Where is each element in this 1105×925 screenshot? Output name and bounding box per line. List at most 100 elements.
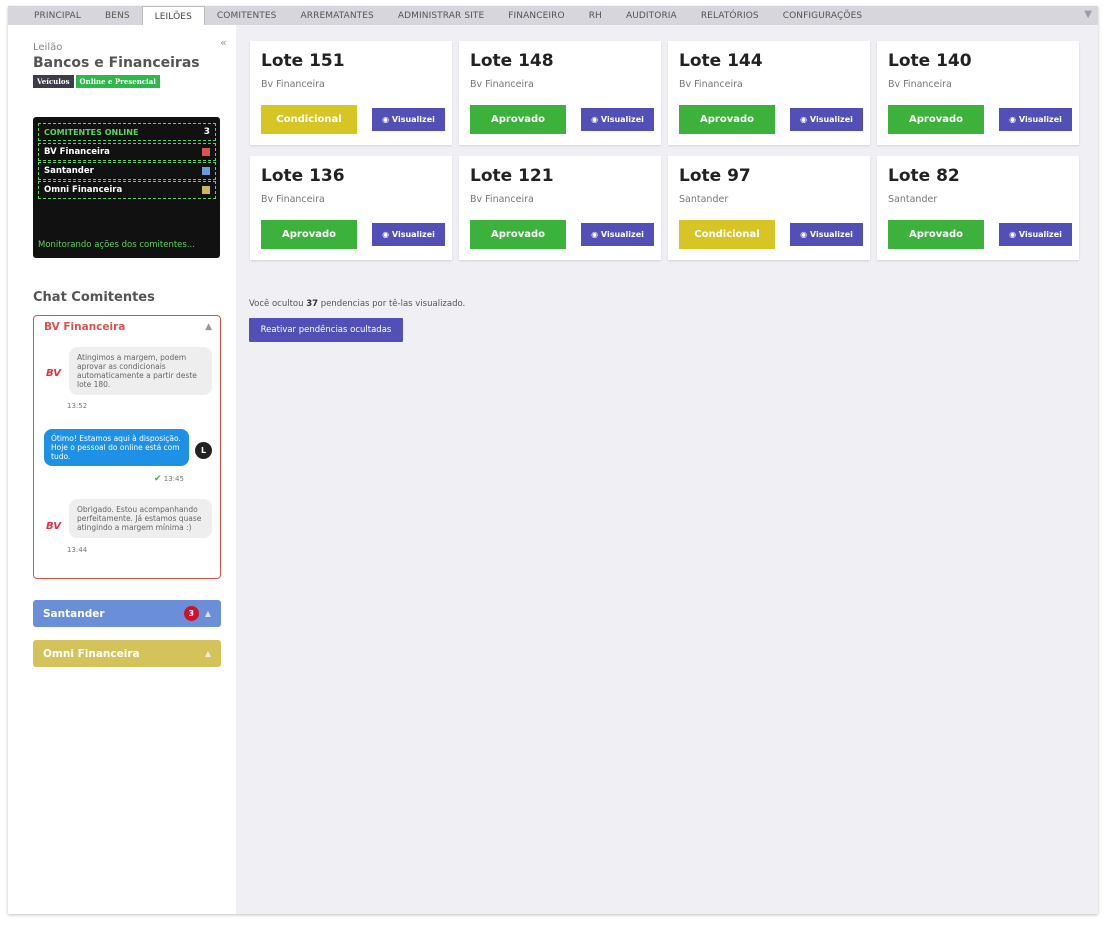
tab-administrar-site[interactable]: ADMINISTRAR SITE xyxy=(397,11,485,21)
chevron-up-icon[interactable]: ▲ xyxy=(204,649,211,658)
online-count: 3 xyxy=(203,127,210,137)
status-button[interactable]: Aprovado xyxy=(261,220,357,249)
online-row-name: Omni Financeira xyxy=(44,185,123,195)
lot-title: Lote 82 xyxy=(888,166,960,186)
visualizei-button[interactable]: ◉ Visualizei xyxy=(999,223,1072,246)
chevron-up-icon[interactable]: ▲ xyxy=(205,322,212,332)
chat-collapsed-omni[interactable]: Omni Financeira ▲ xyxy=(33,640,221,667)
auction-title: Bancos e Financeiras xyxy=(33,55,200,71)
status-button[interactable]: Aprovado xyxy=(470,220,566,249)
lot-bank: Bv Financeira xyxy=(888,79,952,90)
eye-icon: ◉ xyxy=(1009,115,1017,124)
eye-icon: ◉ xyxy=(800,230,808,239)
visualizei-label: Visualizei xyxy=(391,115,435,124)
top-nav: PRINCIPAL BENS LEILÕES COMITENTES ARREMA… xyxy=(8,6,1098,25)
lot-card: Lote 148 Bv Financeira Aprovado ◉ Visual… xyxy=(459,41,661,145)
visualizei-label: Visualizei xyxy=(809,115,853,124)
eye-icon: ◉ xyxy=(591,115,599,124)
online-row-omni[interactable]: Omni Financeira xyxy=(38,181,216,199)
chat-box-bv: BV Financeira ▲ BV Atingimos a margem, p… xyxy=(33,315,221,579)
chat-head-name[interactable]: BV Financeira xyxy=(44,321,126,333)
status-square xyxy=(202,148,210,156)
tab-auditoria[interactable]: AUDITORIA xyxy=(625,11,677,21)
visualizei-button[interactable]: ◉ Visualizei xyxy=(999,108,1072,131)
status-button[interactable]: Aprovado xyxy=(679,105,775,134)
tag-online-presencial: Online e Presencial xyxy=(75,75,160,88)
eye-icon: ◉ xyxy=(382,115,390,124)
lot-card: Lote 121 Bv Financeira Aprovado ◉ Visual… xyxy=(459,156,661,260)
online-row-bv[interactable]: BV Financeira xyxy=(38,143,216,161)
app-frame: PRINCIPAL BENS LEILÕES COMITENTES ARREMA… xyxy=(8,6,1098,914)
lot-card: Lote 140 Bv Financeira Aprovado ◉ Visual… xyxy=(877,41,1079,145)
status-square xyxy=(202,167,210,175)
lot-bank: Bv Financeira xyxy=(261,79,325,90)
online-header: COMITENTES ONLINE 3 xyxy=(38,123,216,141)
lot-card: Lote 151 Bv Financeira Condicional ◉ Vis… xyxy=(250,41,452,145)
chat-collapsed-santander[interactable]: Santander 3 ▲ xyxy=(33,600,221,627)
online-row-santander[interactable]: Santander xyxy=(38,162,216,180)
visualizei-button[interactable]: ◉ Visualizei xyxy=(372,223,445,246)
message-time: 13:45 xyxy=(163,475,184,483)
unread-badge: 3 xyxy=(183,606,199,621)
status-square xyxy=(202,186,210,194)
chat-message-in: Obrigado. Estou acompanhando perfeitamen… xyxy=(69,499,212,538)
status-button[interactable]: Condicional xyxy=(679,220,775,249)
visualizei-label: Visualizei xyxy=(1018,115,1062,124)
lot-title: Lote 97 xyxy=(679,166,751,186)
lot-title: Lote 136 xyxy=(261,166,345,186)
message-time: 13:52 xyxy=(67,402,88,410)
lot-card: Lote 136 Bv Financeira Aprovado ◉ Visual… xyxy=(250,156,452,260)
tab-leiloes[interactable]: LEILÕES xyxy=(141,6,205,25)
online-header-label: COMITENTES ONLINE xyxy=(44,127,139,137)
lot-card: Lote 82 Santander Aprovado ◉ Visualizei xyxy=(877,156,1079,260)
auction-label: Leilão xyxy=(33,42,63,53)
visualizei-button[interactable]: ◉ Visualizei xyxy=(790,108,863,131)
hidden-suffix: pendencias por tê-las visualizado. xyxy=(320,299,466,309)
visualizei-label: Visualizei xyxy=(600,115,644,124)
avatar: L xyxy=(195,442,212,459)
status-button[interactable]: Aprovado xyxy=(888,220,984,249)
status-button[interactable]: Aprovado xyxy=(888,105,984,134)
chat-collapsed-name: Omni Financeira xyxy=(43,647,140,660)
tab-configuracoes[interactable]: CONFIGURAÇÕES xyxy=(782,11,863,21)
status-button[interactable]: Aprovado xyxy=(470,105,566,134)
online-row-name: BV Financeira xyxy=(44,147,110,157)
visualizei-label: Visualizei xyxy=(600,230,644,239)
tab-principal[interactable]: PRINCIPAL xyxy=(34,11,81,21)
chevron-up-icon[interactable]: ▲ xyxy=(204,609,211,618)
tab-financeiro[interactable]: FINANCEIRO xyxy=(508,11,565,21)
lot-bank: Bv Financeira xyxy=(470,79,534,90)
visualizei-button[interactable]: ◉ Visualizei xyxy=(581,108,654,131)
visualizei-label: Visualizei xyxy=(809,230,853,239)
chevron-down-icon[interactable]: ▼ xyxy=(1084,9,1092,20)
message-time: 13:44 xyxy=(67,546,88,554)
lot-title: Lote 151 xyxy=(261,51,345,71)
tab-arrematantes[interactable]: ARREMATANTES xyxy=(300,11,374,21)
tab-bens[interactable]: BENS xyxy=(104,11,130,21)
lot-title: Lote 144 xyxy=(679,51,763,71)
lot-card: Lote 144 Bv Financeira Aprovado ◉ Visual… xyxy=(668,41,870,145)
lot-card: Lote 97 Santander Condicional ◉ Visualiz… xyxy=(668,156,870,260)
tag-veiculos: Veículos xyxy=(33,75,74,88)
chat-message-in: Atingimos a margem, podem aprovar as con… xyxy=(69,347,212,395)
eye-icon: ◉ xyxy=(382,230,390,239)
monitor-text: Monitorando ações dos comitentes... xyxy=(38,240,195,250)
tab-relatorios[interactable]: RELATÓRIOS xyxy=(700,11,759,21)
visualizei-button[interactable]: ◉ Visualizei xyxy=(790,223,863,246)
status-button[interactable]: Condicional xyxy=(261,105,357,134)
visualizei-button[interactable]: ◉ Visualizei xyxy=(581,223,654,246)
chat-title: Chat Comitentes xyxy=(33,290,155,305)
auction-tags: Veículos Online e Presencial xyxy=(33,75,160,88)
visualizei-button[interactable]: ◉ Visualizei xyxy=(372,108,445,131)
visualizei-label: Visualizei xyxy=(391,230,435,239)
bv-logo-icon: BV xyxy=(46,368,61,379)
eye-icon: ◉ xyxy=(591,230,599,239)
lot-title: Lote 148 xyxy=(470,51,554,71)
sidebar: « Leilão Bancos e Financeiras Veículos O… xyxy=(8,25,236,914)
tab-comitentes[interactable]: COMITENTES xyxy=(216,11,277,21)
reactivate-hidden-button[interactable]: Reativar pendências ocultadas xyxy=(249,318,403,342)
collapse-sidebar-icon[interactable]: « xyxy=(220,36,227,49)
lot-bank: Santander xyxy=(679,194,729,205)
hidden-prefix: Você ocultou xyxy=(249,299,304,309)
tab-rh[interactable]: RH xyxy=(588,11,602,21)
